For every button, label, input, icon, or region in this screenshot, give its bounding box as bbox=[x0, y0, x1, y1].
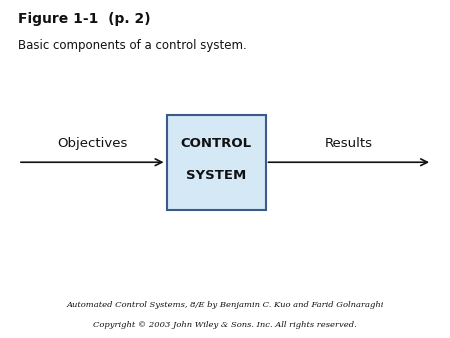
Text: Objectives: Objectives bbox=[57, 137, 127, 150]
Text: CONTROL: CONTROL bbox=[180, 137, 252, 150]
Text: Results: Results bbox=[325, 137, 373, 150]
Text: SYSTEM: SYSTEM bbox=[186, 169, 246, 182]
FancyBboxPatch shape bbox=[166, 115, 266, 210]
Text: Copyright © 2003 John Wiley & Sons. Inc. All rights reserved.: Copyright © 2003 John Wiley & Sons. Inc.… bbox=[93, 320, 357, 329]
Text: Basic components of a control system.: Basic components of a control system. bbox=[18, 39, 247, 52]
Text: Automated Control Systems, 8/E by Benjamin C. Kuo and Farid Golnaraghi: Automated Control Systems, 8/E by Benjam… bbox=[66, 301, 384, 309]
Text: Figure 1-1  (p. 2): Figure 1-1 (p. 2) bbox=[18, 12, 151, 26]
